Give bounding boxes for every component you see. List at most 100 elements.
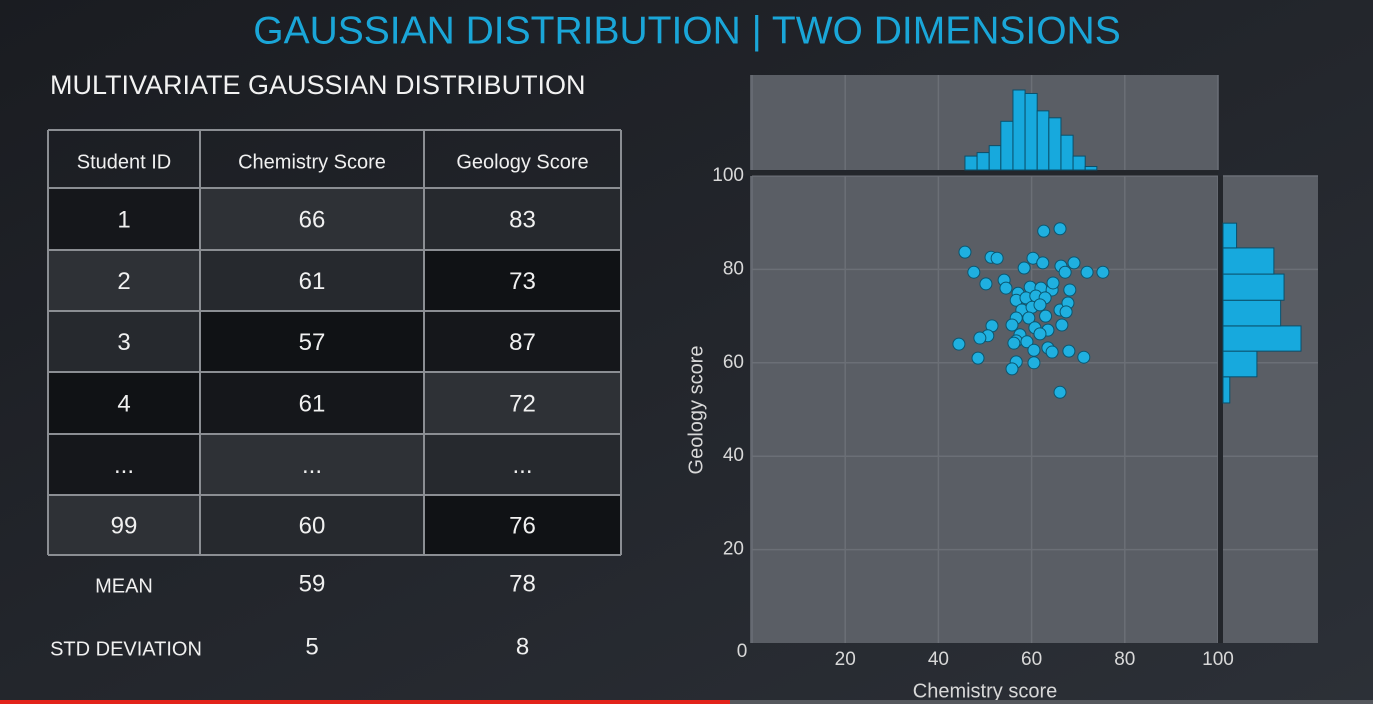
histogram-bar: [1222, 222, 1238, 249]
x-tick-label: 20: [835, 649, 856, 670]
histogram-bar: [1024, 92, 1038, 171]
table-value: 76: [509, 512, 536, 539]
histogram-bar: [964, 155, 978, 171]
table-value: 61: [299, 390, 326, 417]
point: [971, 351, 985, 365]
histogram-bar: [1222, 299, 1282, 327]
point: [1053, 222, 1067, 236]
histogram-bar: [1048, 117, 1062, 171]
point: [1007, 336, 1021, 350]
point: [1067, 256, 1081, 270]
point: [958, 245, 972, 259]
y-tick-label: 20: [723, 539, 744, 560]
point: [1033, 298, 1047, 312]
point: [1022, 311, 1036, 325]
data-table: Student ID Chemistry Score Geology Score 1 6…: [47, 129, 622, 660]
point: [1045, 345, 1059, 359]
point: [999, 281, 1013, 295]
table-cell: [424, 434, 621, 495]
table-value: 99: [111, 512, 138, 539]
table-header: Student ID: [77, 151, 172, 173]
histogram-bar: [1222, 247, 1275, 275]
point: [990, 251, 1004, 265]
right-panel: [1223, 176, 1318, 643]
summary-value: 59: [299, 570, 326, 597]
point: [1005, 362, 1019, 376]
histogram-bar: [1222, 350, 1258, 378]
histogram-bar: [1072, 155, 1086, 171]
point: [1046, 276, 1060, 290]
y-tick-label: 40: [723, 445, 744, 466]
table-cell: [200, 250, 424, 311]
table-cell: [48, 188, 200, 250]
point: [1036, 256, 1050, 270]
point: [979, 277, 993, 291]
slide-title: GAUSSIAN DISTRIBUTION | TWO DIMENSIONS: [253, 9, 1120, 52]
table-value: 73: [509, 268, 536, 295]
plot-area: [750, 176, 1218, 643]
point: [1039, 309, 1053, 323]
histogram-bar: [1222, 325, 1302, 352]
slide-subtitle: MULTIVARIATE GAUSSIAN DISTRIBUTION: [50, 70, 586, 100]
histogram-bar: [1012, 89, 1026, 171]
point: [1020, 335, 1034, 349]
summary-value: 78: [509, 570, 536, 597]
table-header: Chemistry Score: [238, 151, 386, 173]
point: [1055, 318, 1069, 332]
table-cell: [424, 372, 621, 434]
point: [1005, 318, 1019, 332]
histogram-bar: [976, 152, 990, 171]
y-tick-label: 80: [723, 258, 744, 279]
summary-label: MEAN: [95, 575, 153, 597]
summary-label: STD DEVIATION: [50, 638, 202, 660]
table-value: 1: [117, 206, 130, 233]
table-cell: [48, 311, 200, 372]
table-cell: [48, 495, 200, 555]
table-value: 2: [117, 268, 130, 295]
point: [1037, 224, 1051, 238]
x-tick-label: 40: [928, 649, 949, 670]
point: [952, 337, 966, 351]
y-axis-label: Geology score: [685, 346, 707, 475]
point: [1033, 327, 1047, 341]
histogram-bar: [1222, 273, 1285, 301]
table-value: 87: [509, 329, 536, 356]
point: [1077, 350, 1091, 364]
table-cell: [424, 250, 621, 311]
table-cell: [424, 495, 621, 555]
x-tick-label: 100: [1202, 649, 1234, 670]
x-axis-label: Chemistry score: [913, 680, 1057, 702]
x-tick-label: 0: [737, 641, 748, 662]
table-value: 57: [299, 329, 326, 356]
point: [1062, 344, 1076, 358]
table-cell: [424, 311, 621, 372]
histogram-bar: [1084, 166, 1098, 171]
histogram-bar: [1000, 120, 1014, 171]
histogram-bar: [1060, 134, 1074, 171]
table-value: ...: [512, 452, 532, 479]
table-cell: [200, 434, 424, 495]
histogram-bar: [988, 145, 1002, 171]
table-value: 60: [299, 512, 326, 539]
table-value: 72: [509, 390, 536, 417]
point: [967, 265, 981, 279]
point: [1096, 265, 1110, 279]
x-tick-label: 60: [1021, 649, 1042, 670]
y-tick-label: 60: [723, 352, 744, 373]
table-value: ...: [302, 452, 322, 479]
table-value: 4: [117, 390, 130, 417]
summary-value: 8: [516, 633, 529, 660]
table-value: 66: [299, 206, 326, 233]
histogram-bar: [1036, 110, 1050, 171]
point: [1063, 283, 1077, 297]
table-value: 3: [117, 329, 130, 356]
table-value: 83: [509, 206, 536, 233]
point: [1017, 261, 1031, 275]
progress-bar: [0, 700, 730, 704]
table-cell: [48, 250, 200, 311]
joint-plot: 0 20 40 60 80 100 20 40 60 80 100 Chemistry score Ge…: [685, 75, 1318, 702]
table-cell: [200, 188, 424, 250]
point: [1027, 343, 1041, 357]
table-value: 61: [299, 268, 326, 295]
